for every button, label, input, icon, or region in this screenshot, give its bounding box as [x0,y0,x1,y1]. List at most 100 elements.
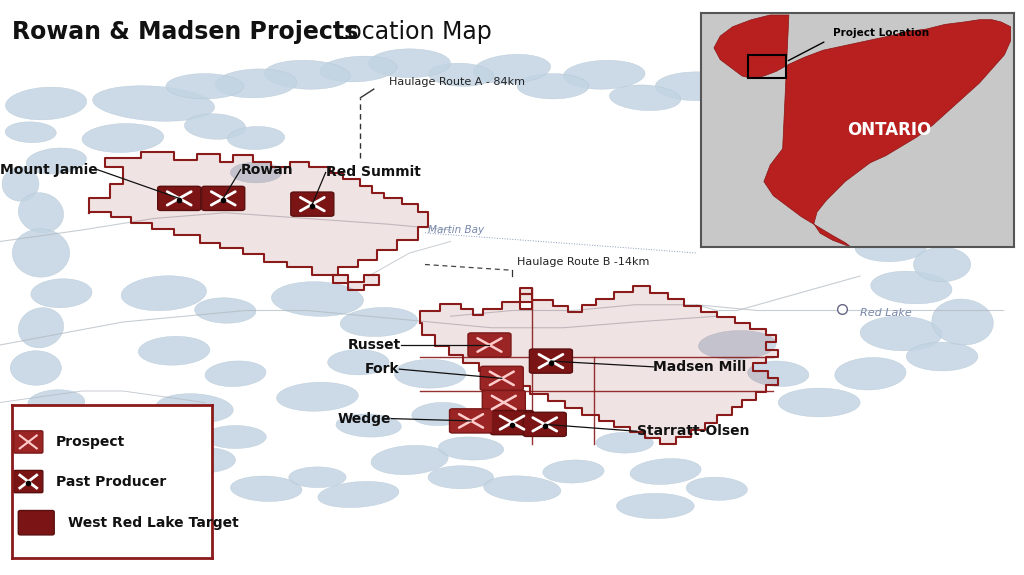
Ellipse shape [121,276,207,310]
Ellipse shape [428,466,494,489]
Ellipse shape [264,60,350,89]
Text: Haulage Route B -14km: Haulage Route B -14km [517,258,649,267]
Polygon shape [714,15,1011,247]
Ellipse shape [596,432,653,453]
Ellipse shape [174,447,236,473]
Ellipse shape [20,460,82,483]
Text: Rowan: Rowan [241,163,293,177]
Ellipse shape [138,336,210,365]
Text: Mount Jamie: Mount Jamie [0,163,97,177]
Ellipse shape [205,361,266,386]
Ellipse shape [616,493,694,519]
FancyBboxPatch shape [482,390,525,415]
FancyBboxPatch shape [158,186,201,210]
Text: Rowan & Madsen Projects: Rowan & Madsen Projects [12,20,358,44]
Ellipse shape [778,388,860,417]
Ellipse shape [31,279,92,308]
Text: Prospect: Prospect [56,435,126,449]
Ellipse shape [563,60,645,89]
Ellipse shape [12,229,70,277]
Text: Project Location: Project Location [833,28,929,39]
FancyBboxPatch shape [529,349,572,373]
Ellipse shape [438,437,504,460]
Ellipse shape [271,282,364,316]
FancyBboxPatch shape [450,409,493,433]
Ellipse shape [227,126,285,150]
Ellipse shape [28,390,85,415]
Ellipse shape [860,316,942,351]
Ellipse shape [913,247,971,282]
Ellipse shape [835,358,906,390]
Ellipse shape [715,91,780,116]
Text: Martin Bay: Martin Bay [428,225,483,235]
Ellipse shape [195,298,256,323]
Ellipse shape [82,124,164,152]
Ellipse shape [215,69,297,98]
Ellipse shape [115,457,193,486]
Ellipse shape [369,49,451,78]
Polygon shape [420,286,778,444]
FancyBboxPatch shape [480,366,523,390]
FancyBboxPatch shape [291,192,334,216]
Text: Haulage Route A - 84km: Haulage Route A - 84km [389,78,525,87]
Ellipse shape [5,87,87,120]
Ellipse shape [686,477,748,500]
Ellipse shape [698,331,776,359]
Ellipse shape [748,361,809,386]
Bar [749,55,785,78]
Ellipse shape [483,476,561,501]
Ellipse shape [166,74,244,99]
Ellipse shape [13,427,58,447]
Text: Russet: Russet [348,338,401,352]
Ellipse shape [807,87,893,120]
Ellipse shape [276,382,358,411]
Ellipse shape [37,466,127,500]
Text: West Red Lake Target: West Red Lake Target [69,516,239,530]
Polygon shape [89,152,428,275]
Text: ONTARIO: ONTARIO [847,121,931,139]
Ellipse shape [763,79,835,105]
Ellipse shape [319,56,397,82]
Ellipse shape [230,162,282,183]
Ellipse shape [184,114,246,139]
Ellipse shape [92,86,215,121]
Ellipse shape [10,351,61,385]
Ellipse shape [855,233,927,262]
Ellipse shape [205,426,266,448]
Text: Past Producer: Past Producer [56,474,167,489]
Ellipse shape [18,308,63,348]
Text: Wedge: Wedge [338,412,391,426]
Ellipse shape [336,414,401,437]
Text: Red Summit: Red Summit [326,166,421,179]
Ellipse shape [109,480,199,509]
Ellipse shape [891,155,973,190]
Ellipse shape [870,271,952,304]
Ellipse shape [412,402,469,426]
FancyBboxPatch shape [13,470,43,493]
Text: Madsen Mill: Madsen Mill [653,360,746,374]
Ellipse shape [371,446,449,474]
Text: Starratt-Olsen: Starratt-Olsen [637,424,750,438]
Ellipse shape [428,63,494,86]
Ellipse shape [2,167,39,201]
FancyBboxPatch shape [18,511,54,535]
Ellipse shape [517,74,589,99]
Ellipse shape [852,124,930,152]
FancyBboxPatch shape [523,412,566,436]
Text: Fork: Fork [365,362,399,376]
Ellipse shape [26,148,87,174]
Ellipse shape [156,394,233,423]
Polygon shape [333,275,379,290]
Ellipse shape [394,359,466,388]
Ellipse shape [230,476,302,501]
Ellipse shape [906,342,978,371]
FancyBboxPatch shape [202,186,245,210]
FancyBboxPatch shape [468,333,511,357]
Ellipse shape [932,299,993,345]
Text: Location Map: Location Map [12,20,493,44]
Ellipse shape [473,55,551,83]
FancyBboxPatch shape [13,431,43,453]
Ellipse shape [609,85,681,110]
Ellipse shape [289,467,346,488]
Ellipse shape [630,458,701,485]
